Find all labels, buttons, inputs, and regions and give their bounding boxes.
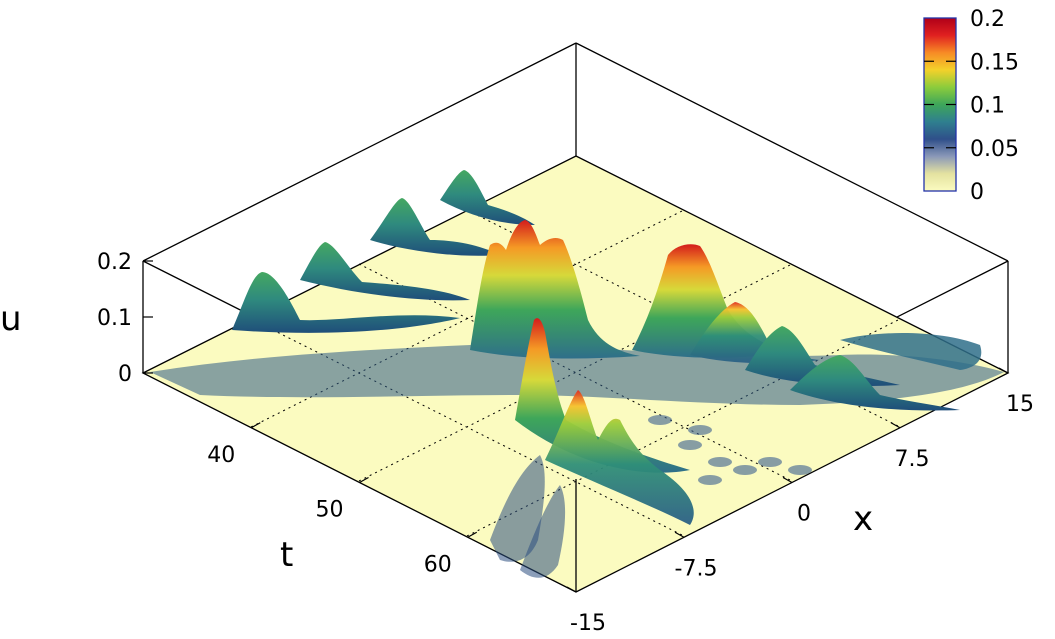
t-tick-mark — [250, 422, 261, 429]
central-peak — [470, 220, 640, 359]
z-axis-ticks: 0 0.1 0.2 — [97, 250, 153, 387]
x-axis-label: x — [853, 499, 873, 539]
x-tick-mark — [674, 531, 685, 538]
x-tick-label: -15 — [570, 611, 606, 636]
surface-dip — [708, 457, 732, 467]
t-tick-label: 40 — [207, 443, 235, 468]
colorbar-ticks: 0 0.05 0.1 0.15 0.2 — [924, 7, 1019, 205]
right-peak — [632, 244, 790, 358]
x-tick-mark — [566, 586, 577, 593]
right-streaks — [840, 333, 982, 370]
z-tick-label: 0.2 — [97, 250, 132, 275]
ridge-4 — [440, 170, 535, 225]
t-axis-label: t — [280, 535, 293, 575]
x-tick-label: 15 — [1006, 392, 1034, 417]
surface-features — [150, 170, 1004, 578]
surface-dip — [648, 415, 672, 425]
right-bump-3 — [790, 355, 960, 411]
t-tick-label: 50 — [316, 498, 344, 523]
x-tick-mark — [890, 422, 901, 429]
x-tick-mark — [998, 367, 1009, 374]
front-wake-1 — [490, 455, 545, 562]
right-bump-2 — [745, 326, 900, 387]
ridge-2 — [300, 242, 470, 301]
x-tick-label: 0 — [797, 502, 811, 527]
ridge-3 — [370, 198, 500, 256]
colorbar: 0 0.05 0.1 0.15 0.2 — [923, 7, 1019, 205]
z-tick-label: 0 — [118, 362, 132, 387]
surface-dip — [788, 465, 812, 475]
x-axis-ticks: -15 -7.5 0 7.5 15 — [566, 367, 1034, 636]
z-axis-label: u — [0, 299, 22, 339]
box-top-left-edge — [142, 42, 577, 262]
front-ripples — [545, 390, 694, 525]
colorbar-tick-label: 0.15 — [970, 50, 1019, 75]
colorbar-tick-label: 0.2 — [970, 7, 1005, 32]
colorbar-tick-label: 0 — [970, 180, 984, 205]
box-top-right-edge — [575, 42, 1009, 262]
t-tick-mark — [359, 476, 369, 484]
ridge-1 — [232, 272, 460, 333]
x-tick-label: 7.5 — [895, 447, 930, 472]
x-tick-mark — [782, 476, 793, 484]
surface-dip — [678, 440, 702, 450]
t-tick-label: 60 — [424, 552, 452, 577]
surface-dip — [688, 425, 712, 435]
surface-dip — [698, 475, 722, 485]
t-tick-mark — [467, 531, 478, 538]
colorbar-tick-label: 0.05 — [970, 137, 1019, 162]
z-tick-label: 0.1 — [97, 306, 132, 331]
right-bump-1 — [690, 302, 820, 364]
surface-dip — [733, 465, 757, 475]
surface-dip — [758, 457, 782, 467]
colorbar-tick-label: 0.1 — [970, 94, 1005, 119]
x-tick-label: -7.5 — [675, 556, 718, 581]
t-axis-ticks: 40 50 60 — [207, 422, 478, 577]
front-wake-2 — [520, 485, 566, 578]
